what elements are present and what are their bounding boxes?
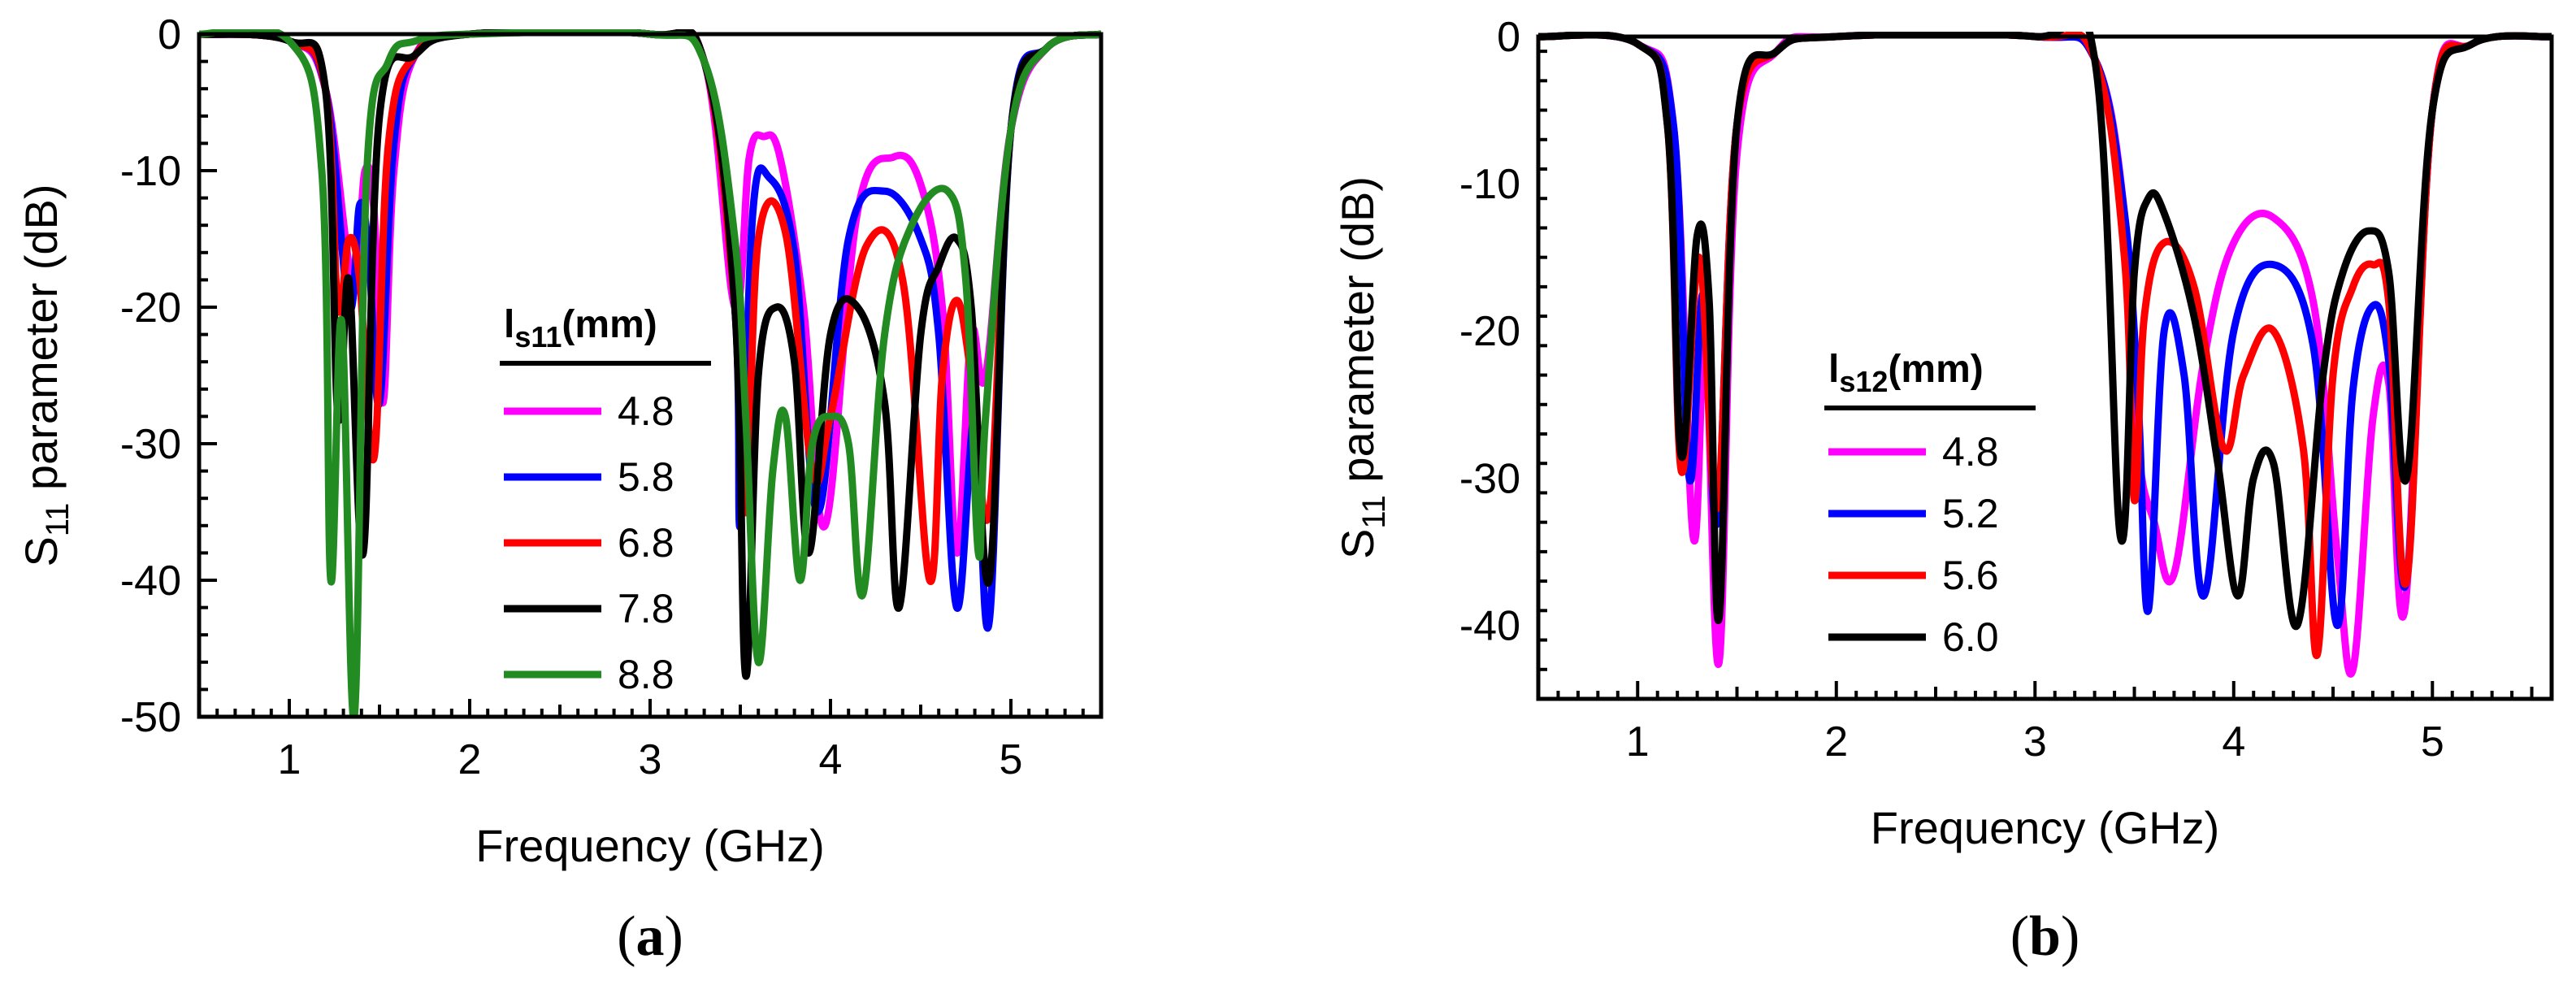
panel-b-label: (b) <box>2010 905 2080 968</box>
panel-a-series-line-8.8 <box>199 29 1101 717</box>
panel-a-y-tick-label: -40 <box>120 557 181 605</box>
panel-b-x-tick-label: 3 <box>2023 718 2047 766</box>
panel-a-x-ticks <box>197 699 1103 717</box>
panel-b-x-tick-label: 5 <box>2421 718 2444 766</box>
panel-b-y-tick-label: -10 <box>1459 161 1520 208</box>
panel-a-x-tick-label: 4 <box>819 736 843 783</box>
panel-a-x-axis-label: Frequency (GHz) <box>475 820 824 871</box>
panel-a-y-tick-label: -50 <box>120 694 181 741</box>
panel-b-y-axis-label: S11 parameter (dB) <box>1332 176 1392 559</box>
panel-b-legend-label-5.2: 5.2 <box>1942 491 1999 536</box>
panel-a-series-group <box>199 29 1101 717</box>
panel-b-chart: 1 2 3 4 5 0 -10 -20 -30 -40 Frequency (GHz) S11 par… <box>1332 14 2554 968</box>
panel-b-x-tick-label: 4 <box>2222 718 2245 766</box>
panel-b-series-group <box>1538 32 2552 678</box>
panel-a-x-tick-label: 1 <box>278 736 301 783</box>
panel-b-legend: ls12(mm) 4.8 5.2 5.6 6.0 <box>1824 348 2036 660</box>
panel-a-legend-label-6.8: 6.8 <box>618 520 674 566</box>
panel-a-y-axis-label: S11 parameter (dB) <box>15 184 76 566</box>
panel-a-legend-label-7.8: 7.8 <box>618 586 674 631</box>
panel-a-label: (a) <box>617 905 683 968</box>
panel-a-chart: 1 2 3 4 5 0 -10 -20 -30 -40 -50 Frequency (GHz) S11 … <box>15 11 1104 968</box>
panel-a-y-tick-label: -20 <box>120 284 181 332</box>
panel-b-x-tick-label: 1 <box>1626 718 1650 766</box>
panel-b-y-tick-label: -40 <box>1459 602 1520 649</box>
panel-b-legend-label-5.6: 5.6 <box>1942 553 1999 598</box>
panel-a-x-tick-label: 3 <box>639 736 662 783</box>
panel-b-legend-label-4.8: 4.8 <box>1942 429 1999 475</box>
panel-b-x-axis-label: Frequency (GHz) <box>1871 802 2219 853</box>
panel-a-legend-label-8.8: 8.8 <box>618 652 674 697</box>
panel-b-plot-frame <box>1536 34 2554 701</box>
panel-a-legend-label-4.8: 4.8 <box>618 388 674 434</box>
panel-a-y-ticks <box>199 33 217 718</box>
panel-b-legend-title: ls12(mm) <box>1828 348 1984 398</box>
panel-b-x-ticks <box>1537 681 2553 699</box>
panel-b-y-tick-label: 0 <box>1497 14 1520 61</box>
panel-a-legend-label-5.8: 5.8 <box>618 454 674 500</box>
panel-a-legend: ls11(mm) 4.8 5.8 6.8 7.8 8.8 <box>500 303 711 697</box>
panel-b-y-tick-label: -30 <box>1459 455 1520 502</box>
panel-a-y-tick-label: -10 <box>120 148 181 195</box>
panel-a-y-tick-label: 0 <box>158 11 181 59</box>
panel-b-legend-label-6.0: 6.0 <box>1942 614 1999 660</box>
panel-a-y-tick-label: -30 <box>120 421 181 468</box>
panel-b-series-line-6.0 <box>1538 32 2552 631</box>
panel-a-legend-title: ls11(mm) <box>504 303 657 354</box>
panel-b-y-ticks <box>1538 50 1547 701</box>
panel-b-x-tick-label: 2 <box>1824 718 1848 766</box>
panel-a-x-tick-label: 2 <box>458 736 482 783</box>
panel-b-y-tick-label: -20 <box>1459 308 1520 355</box>
panel-a-x-tick-label: 5 <box>1000 736 1023 783</box>
